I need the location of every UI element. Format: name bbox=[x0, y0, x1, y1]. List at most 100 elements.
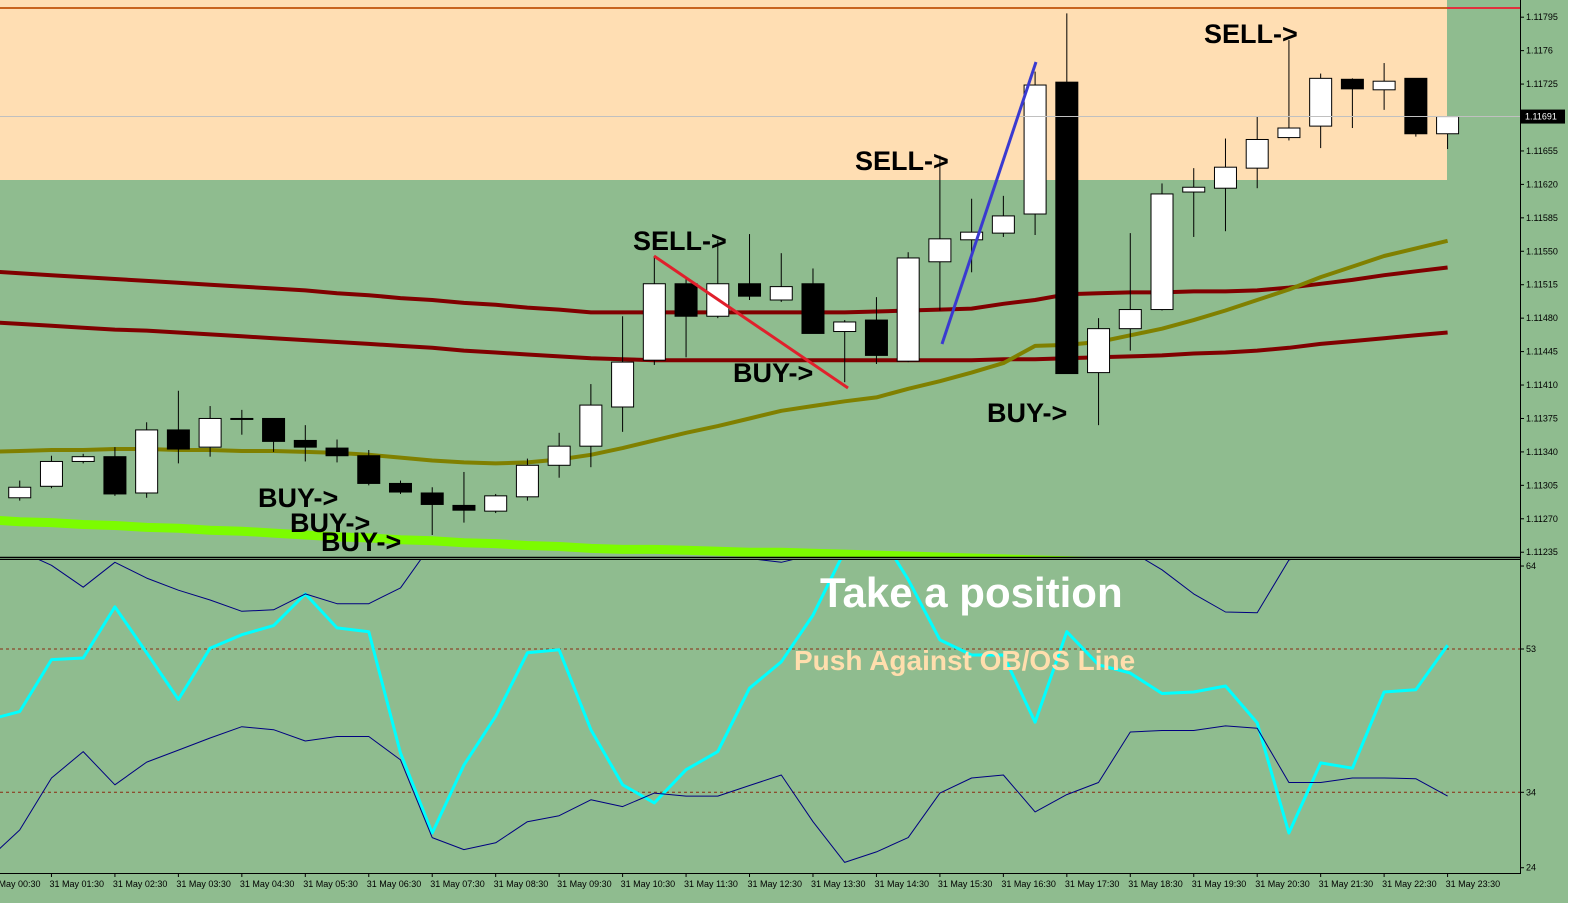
x-tick-label: 31 May 09:30 bbox=[557, 879, 612, 889]
x-tick-label: 31 May 04:30 bbox=[240, 879, 295, 889]
candle-body bbox=[864, 319, 888, 356]
x-tick-label: 31 May 16:30 bbox=[1001, 879, 1056, 889]
candle-body bbox=[769, 286, 793, 301]
x-tick-label: 31 May 02:30 bbox=[113, 879, 168, 889]
x-tick-label: 31 May 14:30 bbox=[874, 879, 929, 889]
x-tick-label: 31 May 17:30 bbox=[1065, 879, 1120, 889]
candle-body bbox=[262, 417, 286, 442]
y-tick-label: 53 bbox=[1526, 644, 1536, 654]
y-tick-label: 1.11445 bbox=[1526, 347, 1558, 357]
candle-body bbox=[452, 504, 476, 511]
x-tick-label: 31 May 06:30 bbox=[367, 879, 422, 889]
trend-line bbox=[940, 61, 1038, 345]
y-tick-label: 34 bbox=[1526, 787, 1536, 797]
candle-body bbox=[611, 361, 635, 408]
x-tick-label: 31 May 23:30 bbox=[1446, 879, 1501, 889]
trend-line bbox=[653, 254, 849, 390]
signal-label: BUY-> bbox=[321, 527, 401, 557]
signal-label: SELL-> bbox=[633, 226, 727, 256]
candle-body bbox=[135, 429, 159, 494]
y-tick-label: 1.11305 bbox=[1526, 480, 1558, 490]
y-tick-label: 1.11235 bbox=[1526, 547, 1558, 557]
candle-body bbox=[1213, 166, 1237, 189]
x-tick-label: 31 May 11:30 bbox=[684, 879, 738, 889]
x-tick-label: 31 May 00:30 bbox=[0, 879, 41, 889]
candle-body bbox=[39, 460, 63, 487]
x-tick-label: 31 May 01:30 bbox=[49, 879, 104, 889]
candle-body bbox=[388, 482, 412, 493]
indicator-line bbox=[0, 515, 1090, 557]
axes: 1.11795 1.1176 1.11725 1.11655 1.11620 1.1158… bbox=[0, 12, 1565, 889]
candle-body bbox=[1436, 116, 1460, 135]
x-tick-label: 31 May 12:30 bbox=[748, 879, 803, 889]
y-tick-label: 64 bbox=[1526, 561, 1536, 571]
candle-body bbox=[515, 464, 539, 498]
indicator-line bbox=[0, 559, 1449, 835]
candle-body bbox=[833, 321, 857, 333]
x-tick-label: 31 May 03:30 bbox=[176, 879, 231, 889]
zone bbox=[0, 0, 1447, 180]
signal-label: BUY-> bbox=[290, 508, 370, 538]
y-tick-label: 1.11620 bbox=[1526, 179, 1558, 189]
price-pane bbox=[0, 13, 1520, 557]
candle-body bbox=[1340, 78, 1364, 90]
candle-body bbox=[8, 486, 32, 499]
x-tick-label: 31 May 08:30 bbox=[494, 879, 549, 889]
y-tick-label: 1.11480 bbox=[1526, 313, 1558, 323]
x-tick-label: 31 May 20:30 bbox=[1255, 879, 1310, 889]
candle-body bbox=[1118, 309, 1142, 330]
x-tick-label: 31 May 19:30 bbox=[1192, 879, 1247, 889]
x-tick-label: 31 May 05:30 bbox=[303, 879, 358, 889]
x-tick-label: 31 May 18:30 bbox=[1128, 879, 1183, 889]
candle-body bbox=[928, 238, 952, 263]
candle-body bbox=[1404, 77, 1428, 135]
candle-body bbox=[674, 283, 698, 317]
x-tick-label: 31 May 10:30 bbox=[621, 879, 676, 889]
signal-label: SELL-> bbox=[855, 146, 949, 176]
candle-body bbox=[738, 283, 762, 297]
candle-body bbox=[642, 283, 666, 361]
candle-body bbox=[198, 417, 222, 448]
candle-body bbox=[484, 495, 508, 512]
candle-body bbox=[1087, 328, 1111, 374]
last-price-box bbox=[1521, 109, 1565, 124]
x-tick-label: 31 May 07:30 bbox=[430, 879, 485, 889]
candle-body bbox=[1150, 193, 1174, 311]
candle-body bbox=[1182, 186, 1206, 193]
x-tick-label: 31 May 15:30 bbox=[938, 879, 993, 889]
candle-body bbox=[1277, 127, 1301, 139]
y-tick-label: 1.11340 bbox=[1526, 447, 1558, 457]
y-tick-label: 1.11795 bbox=[1526, 12, 1558, 22]
candle-body bbox=[103, 456, 127, 495]
y-tick-label: 1.11270 bbox=[1526, 514, 1558, 524]
y-tick-label: 1.11550 bbox=[1526, 246, 1558, 256]
signal-label: BUY-> bbox=[258, 483, 338, 513]
indicator-line bbox=[0, 725, 1448, 863]
x-tick-label: 31 May 21:30 bbox=[1319, 879, 1374, 889]
candle-body bbox=[420, 492, 444, 505]
indicator-line bbox=[0, 238, 1449, 466]
indicator-line bbox=[36, 559, 1416, 614]
candle-body bbox=[325, 447, 349, 457]
y-tick-label: 1.11375 bbox=[1526, 413, 1558, 423]
y-tick-label: 1.11655 bbox=[1526, 146, 1558, 156]
note-label: Push Against OB/OS Line bbox=[794, 645, 1135, 676]
y-tick-label: 1.11515 bbox=[1526, 280, 1558, 290]
candle-body bbox=[801, 283, 825, 334]
candle-body bbox=[960, 231, 984, 241]
signal-label: SELL-> bbox=[1204, 19, 1298, 49]
candle-body bbox=[71, 456, 95, 462]
candle-body bbox=[1055, 81, 1079, 375]
candle-body bbox=[166, 429, 190, 450]
candle-body bbox=[579, 404, 603, 447]
candle-body bbox=[1245, 138, 1269, 169]
last-price-label: 1.11691 bbox=[1525, 112, 1557, 122]
signal-label: BUY-> bbox=[733, 358, 813, 388]
candle-body bbox=[357, 455, 381, 484]
note-label: Take a position bbox=[820, 569, 1123, 616]
y-tick-label: 1.11725 bbox=[1526, 79, 1558, 89]
candle-body bbox=[1023, 84, 1047, 215]
x-tick-label: 31 May 22:30 bbox=[1382, 879, 1437, 889]
candle-body bbox=[896, 257, 920, 362]
